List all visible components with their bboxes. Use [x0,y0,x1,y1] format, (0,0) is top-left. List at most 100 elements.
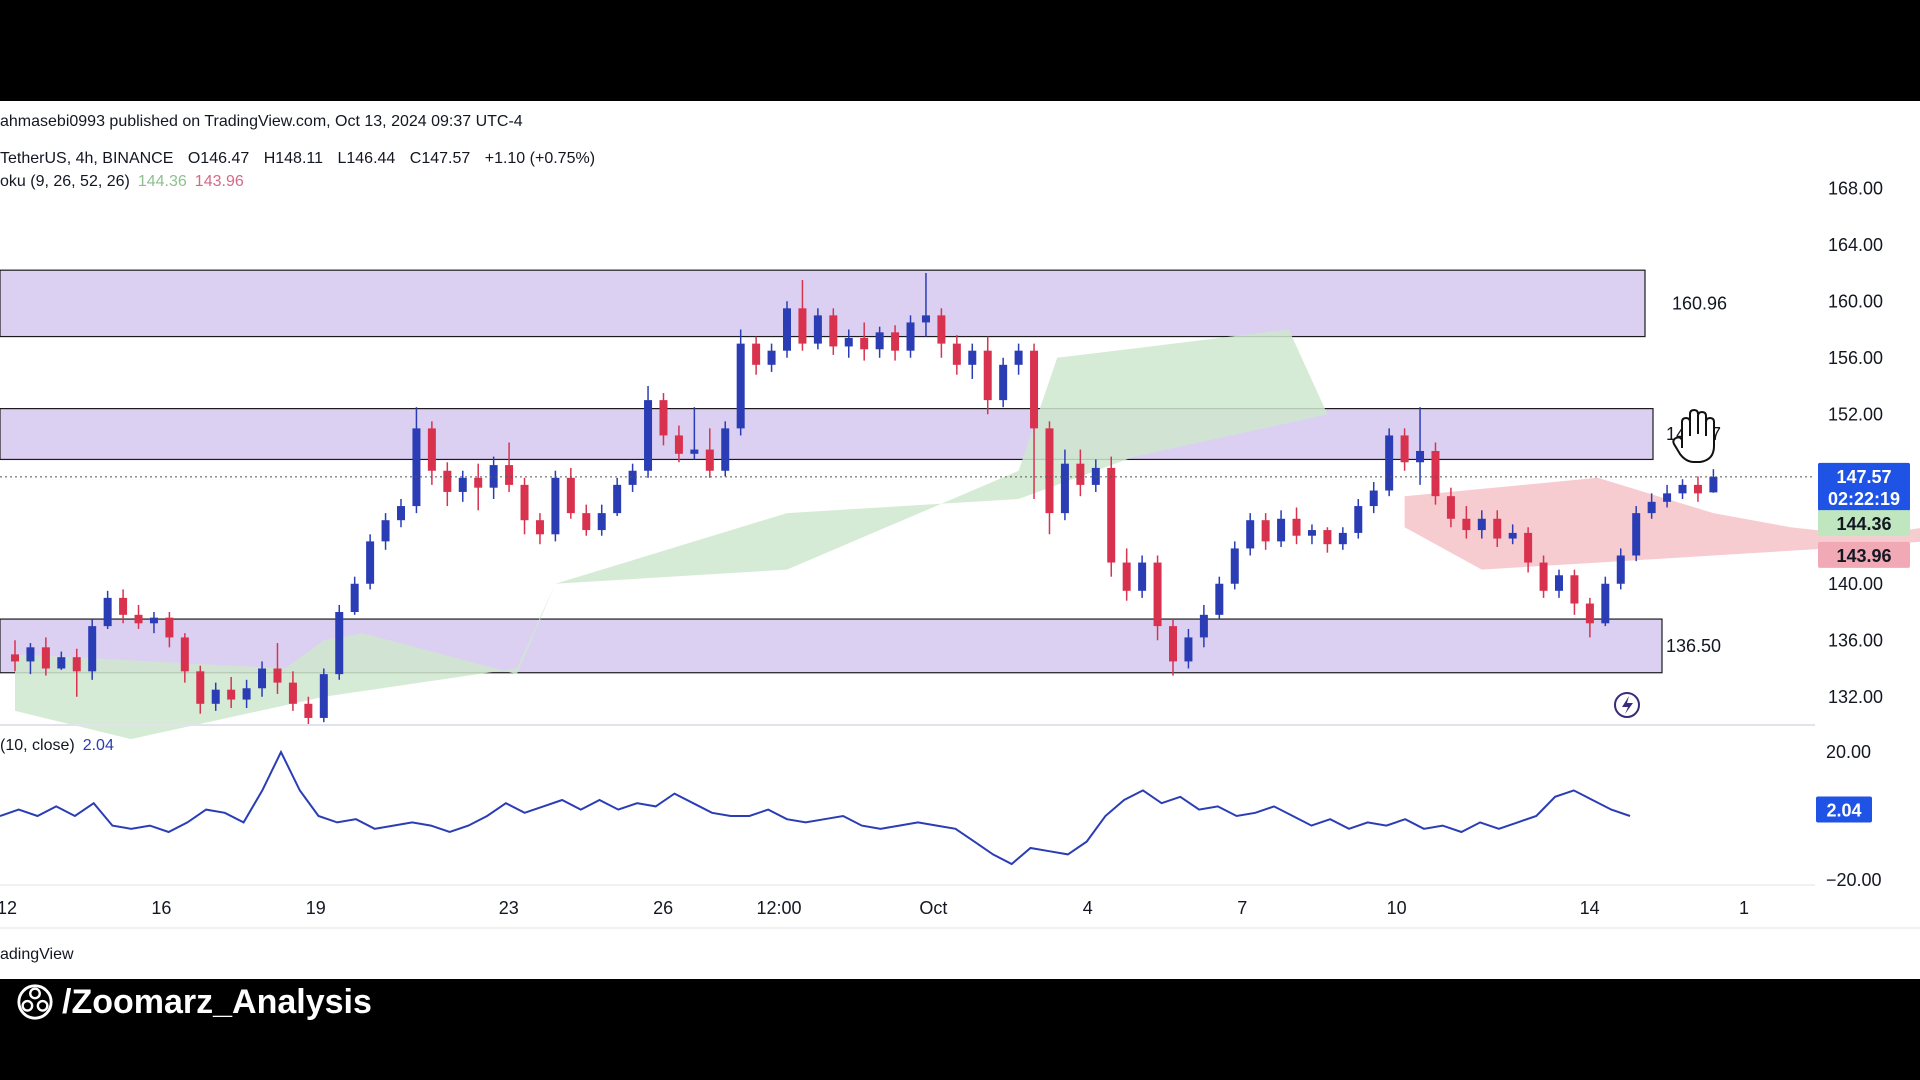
candle-body [412,428,421,507]
candle [288,671,297,711]
candle-body [1493,518,1502,539]
candle-body [1570,575,1579,604]
price-tick-label: 152.00 [1828,404,1883,424]
hand-cursor-shape [1672,408,1715,463]
ichimoku-badge-red-bg [1818,541,1910,568]
candle [1045,421,1054,535]
lightning-icon-bolt [1622,696,1633,714]
time-tick-label: 12 [0,898,17,918]
candle-body [1477,518,1486,531]
oscillator-tick-bottom: −20.00 [1826,870,1882,890]
candle [242,679,251,709]
candle-body [721,428,730,471]
ichimoku-value-2: 143.96 [194,173,244,190]
ichimoku-badge-green-bg [1818,510,1910,537]
candle [72,648,81,697]
candle-body [1153,562,1162,627]
candle-body [767,350,776,365]
level-labels: 160.9614_.87136.50 [1666,293,1727,656]
candle [983,336,992,415]
misc-layer [0,408,1920,929]
candle-body [999,364,1008,401]
candle [1153,555,1162,641]
price-tick-label: 140.00 [1828,574,1883,594]
candle [783,301,791,358]
candle [443,462,452,507]
candle-body [1524,532,1533,563]
candle-body [659,400,668,436]
candle-body [1647,501,1656,514]
candle-body [1292,518,1301,536]
candle [1693,476,1702,502]
oscillator-tick-top: 20.00 [1826,742,1871,762]
candle-body [1369,490,1378,507]
candle [1477,510,1486,539]
candle-body [1555,575,1563,591]
candle-body [566,477,575,514]
candle [1663,484,1672,508]
candle-body [1169,626,1177,662]
candle [1014,343,1023,375]
candle [474,463,483,511]
ichimoku-badge-red-text: 143.96 [1836,546,1891,566]
candle [1169,619,1177,676]
candle-body [860,337,869,350]
ohlc-low: L146.44 [337,150,396,167]
ichimoku-cloud-bearish [1404,477,1920,570]
candle-body [1693,484,1702,494]
candle [1076,449,1085,497]
candle-body [952,343,961,365]
oscillator-pane: 20.00 −20.00 [0,742,1882,890]
ohlc-close: C147.57 [409,150,471,167]
candle [366,534,375,590]
candle-body [1678,484,1687,494]
candle [690,407,699,460]
candle [1199,604,1208,648]
candle [319,668,328,723]
oscillator-label: (10, close) [0,737,75,754]
time-tick-label: 7 [1237,898,1247,918]
candle [1122,548,1131,601]
candle-body [674,435,683,454]
candle [350,576,359,615]
candle-body [273,668,282,683]
candle [659,393,668,446]
ichimoku-badge-red: 143.96 [1818,541,1910,568]
candle-body [1215,583,1224,615]
candle-body [474,477,483,488]
oscillator-line [0,749,1631,866]
candle [860,322,869,361]
candle [57,651,66,670]
candle [1601,576,1610,627]
candle-body [427,428,436,471]
time-tick-label: 10 [1387,898,1407,918]
candle-body [304,703,313,718]
candle [968,343,977,379]
price-tick-label: 136.00 [1828,630,1883,650]
price-axis: 168.00164.00160.00156.00152.00148.00144.… [1828,178,1883,707]
candle [165,612,174,648]
oscillator-value: 2.04 [82,737,114,754]
candle [427,421,436,485]
candle-body [1354,506,1363,533]
last-price-badge-bg [1818,462,1910,511]
level-label: 136.50 [1666,636,1721,656]
candle-body [1663,493,1672,502]
candle [458,470,467,502]
time-tick-label: Oct [919,898,947,918]
candle [335,604,344,680]
candle [1107,456,1116,577]
candle-body [1230,548,1239,584]
candle [149,612,158,634]
candle-body [813,315,822,344]
candle [1508,524,1517,545]
candle-body [937,315,946,344]
candle [551,470,560,542]
candle-body [1138,562,1147,591]
candle [1354,499,1363,539]
candle-body [1030,350,1039,429]
candle-body [1431,450,1440,497]
candle [489,456,498,499]
candle [674,425,683,463]
